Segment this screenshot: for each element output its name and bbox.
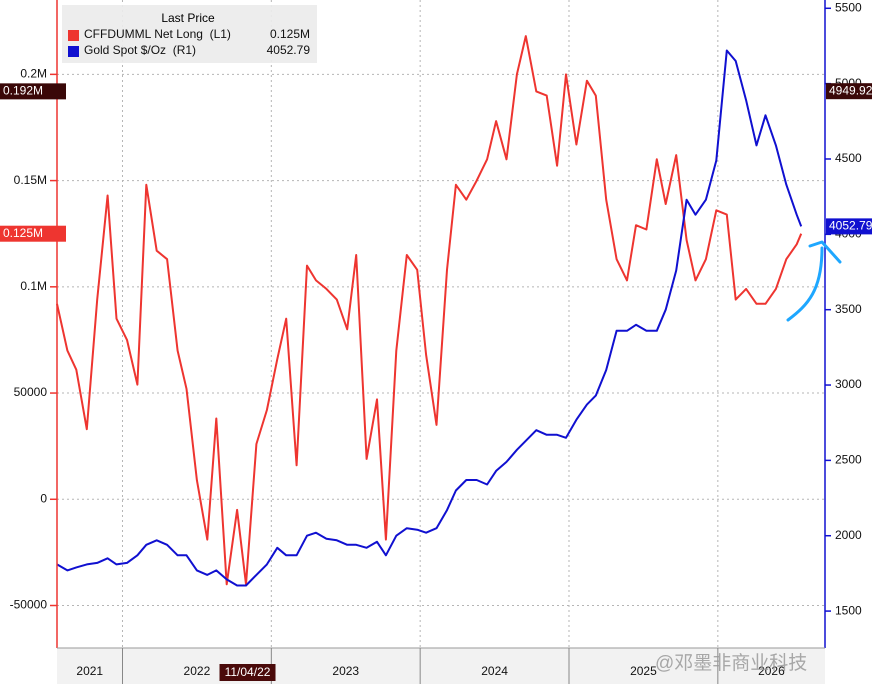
- legend-swatch: [68, 30, 79, 41]
- x-tick-label: 2025: [630, 664, 657, 678]
- value-tag-label: 0.125M: [3, 226, 43, 240]
- series-line: [56, 49, 803, 587]
- annotation-arrow-head: [808, 240, 842, 264]
- x-tick-label: 2021: [76, 664, 103, 678]
- grid: [57, 0, 825, 648]
- legend-label: CFFDUMML Net Long (L1): [84, 27, 231, 41]
- legend-swatch: [68, 46, 79, 57]
- legend-box: [62, 5, 317, 63]
- value-tag: [0, 225, 66, 242]
- value-tag: [826, 218, 872, 235]
- value-tag-label: 4052.79: [829, 219, 872, 233]
- series-line: [56, 35, 803, 586]
- x-tick-label: 2026: [758, 664, 785, 678]
- y-tick-label: 0.2M: [20, 67, 47, 81]
- y-tick-label: 0: [40, 491, 47, 505]
- annotation-arrow: [786, 246, 824, 322]
- legend-value: 0.125M: [270, 27, 310, 41]
- y2-tick-label: 5500: [835, 0, 862, 14]
- y-tick-label: 0.1M: [20, 279, 47, 293]
- y2-tick-label: 1500: [835, 603, 862, 617]
- y2-tick-label: 2500: [835, 453, 862, 467]
- legend: Last Price CFFDUMML Net Long (L1) 0.125M G…: [62, 5, 317, 63]
- y2-tick-label: 3000: [835, 377, 862, 391]
- plot: [56, 35, 803, 587]
- value-tag: [826, 83, 872, 100]
- y2-tick-label: 3500: [835, 302, 862, 316]
- x-tick-label: 2023: [332, 664, 359, 678]
- x-tick-label: 2022: [184, 664, 211, 678]
- y-tick-label: -50000: [10, 598, 48, 612]
- legend-value: 4052.79: [267, 43, 311, 57]
- value-tag-label: 4949.92: [829, 83, 872, 97]
- y-tick-label: 0.15M: [14, 173, 47, 187]
- watermark: @邓墨非商业科技: [655, 652, 807, 674]
- x-marker-label: 11/04/22: [225, 665, 271, 679]
- x-marker-box: [219, 664, 276, 681]
- legend-title: Last Price: [161, 11, 215, 25]
- legend-rows: CFFDUMML Net Long (L1) 0.125M Gold Spot $/…: [68, 27, 310, 57]
- y-tick-label: 50000: [14, 385, 48, 399]
- x-axis-band: [57, 648, 825, 684]
- x-tick-label: 2024: [481, 664, 508, 678]
- value-tag: [0, 83, 66, 100]
- y2-tick-label: 4500: [835, 151, 862, 165]
- legend-label: Gold Spot $/Oz (R1): [84, 43, 196, 57]
- value-tag-label: 0.192M: [3, 84, 43, 98]
- y2-tick-label: 2000: [835, 528, 862, 542]
